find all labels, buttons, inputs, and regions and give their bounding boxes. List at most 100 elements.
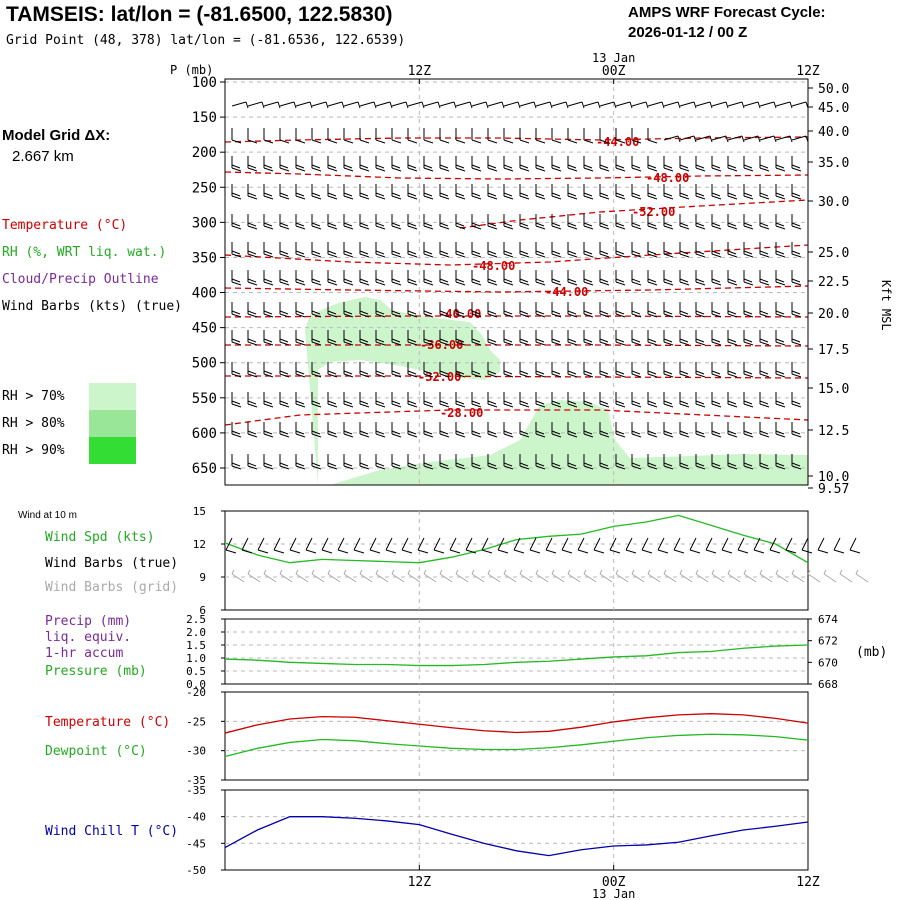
wind-barb xyxy=(535,128,546,144)
wind10m-grid-barb xyxy=(343,573,357,583)
wind10m-grid-barb-flag xyxy=(823,569,827,575)
kft-tick-label: 12.5 xyxy=(818,424,849,439)
legend-wind-chill: Wind Chill T (°C) xyxy=(45,824,179,839)
wind-barb xyxy=(487,330,498,346)
wind-barb xyxy=(519,101,537,109)
wind-barb xyxy=(247,392,258,408)
wind-barb xyxy=(695,242,706,258)
wind-barb xyxy=(391,392,402,408)
wind-barb xyxy=(599,454,610,470)
wind10m-grid-barb-flag xyxy=(247,569,251,575)
wind10m-grid-barb-flag xyxy=(471,569,475,575)
wind-barb xyxy=(359,101,377,109)
wind-barb xyxy=(295,270,306,286)
wind10m-barb-flag xyxy=(673,549,685,554)
wind-barb xyxy=(663,101,681,109)
wind10m-grid-barb-flag xyxy=(599,569,603,575)
pressure-panel-ytick-label: 1.5 xyxy=(186,639,206,652)
legend-wind-barbs: Wind Barbs (kts) (true) xyxy=(2,299,183,314)
wind-barb xyxy=(711,184,722,200)
wind10m-barb-flag xyxy=(545,549,557,554)
wind-barb xyxy=(695,422,706,438)
wind-barb xyxy=(423,392,434,408)
wind10m-barb-flag xyxy=(641,549,653,554)
wind-barb xyxy=(791,302,802,318)
legend-wind-barbs-true: Wind Barbs (true) xyxy=(45,556,179,571)
wind-barb xyxy=(775,302,786,318)
wind10m-grid-barb xyxy=(807,573,821,583)
wind-barb xyxy=(423,422,434,438)
wind10m-grid-barb-flag xyxy=(663,569,667,575)
wind-barb xyxy=(455,270,466,286)
wind-barb xyxy=(343,330,354,346)
wind-barb xyxy=(583,302,594,318)
wind-barb xyxy=(791,214,802,230)
wind-barb xyxy=(695,135,713,143)
wind-barb xyxy=(759,454,770,470)
wind-barb xyxy=(503,270,514,286)
kft-axis-label: Kft MSL xyxy=(879,280,893,331)
wind10m-grid-barb xyxy=(695,573,709,583)
wind10m-barb xyxy=(785,537,793,551)
wind-barb xyxy=(711,101,729,109)
wind-barb xyxy=(375,184,386,200)
pressure-tick-label: 650 xyxy=(192,461,217,477)
wind10m-barb xyxy=(833,537,841,551)
wind-barb xyxy=(631,214,642,230)
wind-barb xyxy=(599,242,610,258)
wind-barb xyxy=(311,156,322,172)
wind-barb xyxy=(791,422,802,438)
wind10m-barb-flag xyxy=(257,549,269,554)
wind-barb xyxy=(583,156,594,172)
windchill-panel-ytick-label: -35 xyxy=(186,784,206,797)
wind-barb xyxy=(759,422,770,438)
wind-barb xyxy=(663,270,674,286)
wind10m-heading: Wind at 10 m xyxy=(18,510,77,521)
wind-barb xyxy=(599,422,610,438)
wind-barb xyxy=(439,302,450,318)
wind-barb xyxy=(391,270,402,286)
wind-barb xyxy=(279,128,290,144)
wind-barb xyxy=(279,156,290,172)
wind10m-grid-barb-flag xyxy=(295,569,299,575)
wind-barb xyxy=(615,128,626,144)
wind-barb xyxy=(503,302,514,318)
wind10m-barb xyxy=(721,537,729,551)
temperature-panel-ytick-label: -35 xyxy=(186,774,206,787)
legend-precip: Precip (mm) xyxy=(45,614,132,629)
wind-barb xyxy=(519,392,530,408)
wind10m-grid-barb-flag xyxy=(439,569,443,575)
wind-barb xyxy=(663,392,674,408)
wind-barb xyxy=(407,184,418,200)
wind-barb xyxy=(423,242,434,258)
kft-tick-label: 25.0 xyxy=(818,246,849,261)
wind-barb xyxy=(727,214,738,230)
wind-barb xyxy=(359,362,370,378)
wind-barb xyxy=(791,101,809,109)
wind-barb xyxy=(695,156,706,172)
wind10m-grid-barb xyxy=(583,573,597,583)
legend-pressure: Pressure (mb) xyxy=(45,664,147,679)
wind-barb xyxy=(311,101,329,109)
wind-barb xyxy=(359,422,370,438)
wind10m-grid-barb xyxy=(455,573,469,583)
wind-barb xyxy=(583,422,594,438)
wind10m-barb-flag xyxy=(385,549,397,554)
wind-barb xyxy=(631,392,642,408)
wind10m-barb xyxy=(561,537,569,551)
wind10m-barb xyxy=(481,537,489,551)
pressure-tick-label: 250 xyxy=(192,180,217,196)
wind-barb xyxy=(775,392,786,408)
wind-barb xyxy=(631,128,642,144)
wind-barb xyxy=(263,330,274,346)
wind-barb xyxy=(535,242,546,258)
wind-barb xyxy=(279,101,297,109)
wind-barb xyxy=(519,362,530,378)
wind-barb xyxy=(311,454,322,470)
wind-barb xyxy=(455,302,466,318)
wind10m-panel-ytick-label: 15 xyxy=(193,505,206,518)
wind-barb xyxy=(359,184,370,200)
wind-barb xyxy=(599,101,617,109)
wind-barb xyxy=(471,302,482,318)
wind-barb xyxy=(311,330,322,346)
